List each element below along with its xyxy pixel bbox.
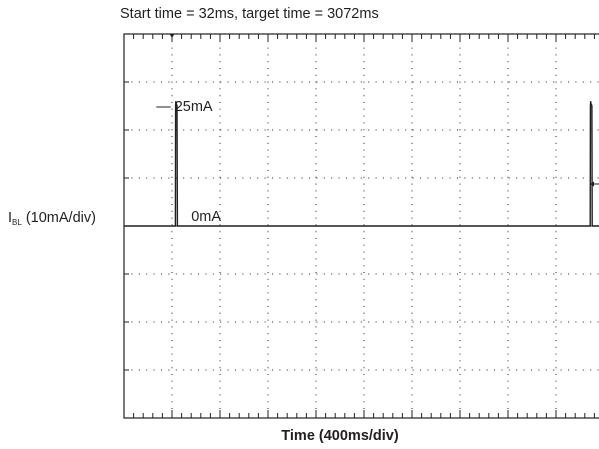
signal-trace — [124, 101, 599, 227]
annotation-0ma: 0mA — [191, 209, 221, 225]
chart-title: Start time = 32ms, target time = 3072ms — [120, 6, 379, 22]
plot-markers — [169, 34, 599, 187]
plot-annotations: — 25mA 0mA — [156, 99, 221, 225]
x-axis-label: Time (400ms/div) — [281, 428, 399, 444]
trigger-marker — [169, 34, 175, 38]
y-axis-symbol: I — [8, 210, 13, 226]
annotation-25ma: — 25mA — [156, 99, 213, 115]
y-axis-subscript: BL — [12, 218, 22, 227]
plot-ticks — [124, 34, 595, 418]
level-marker-arrow — [590, 181, 594, 187]
y-axis-label: IBL (10mA/div) — [8, 210, 96, 227]
y-axis-scale: (10mA/div) — [25, 210, 96, 226]
